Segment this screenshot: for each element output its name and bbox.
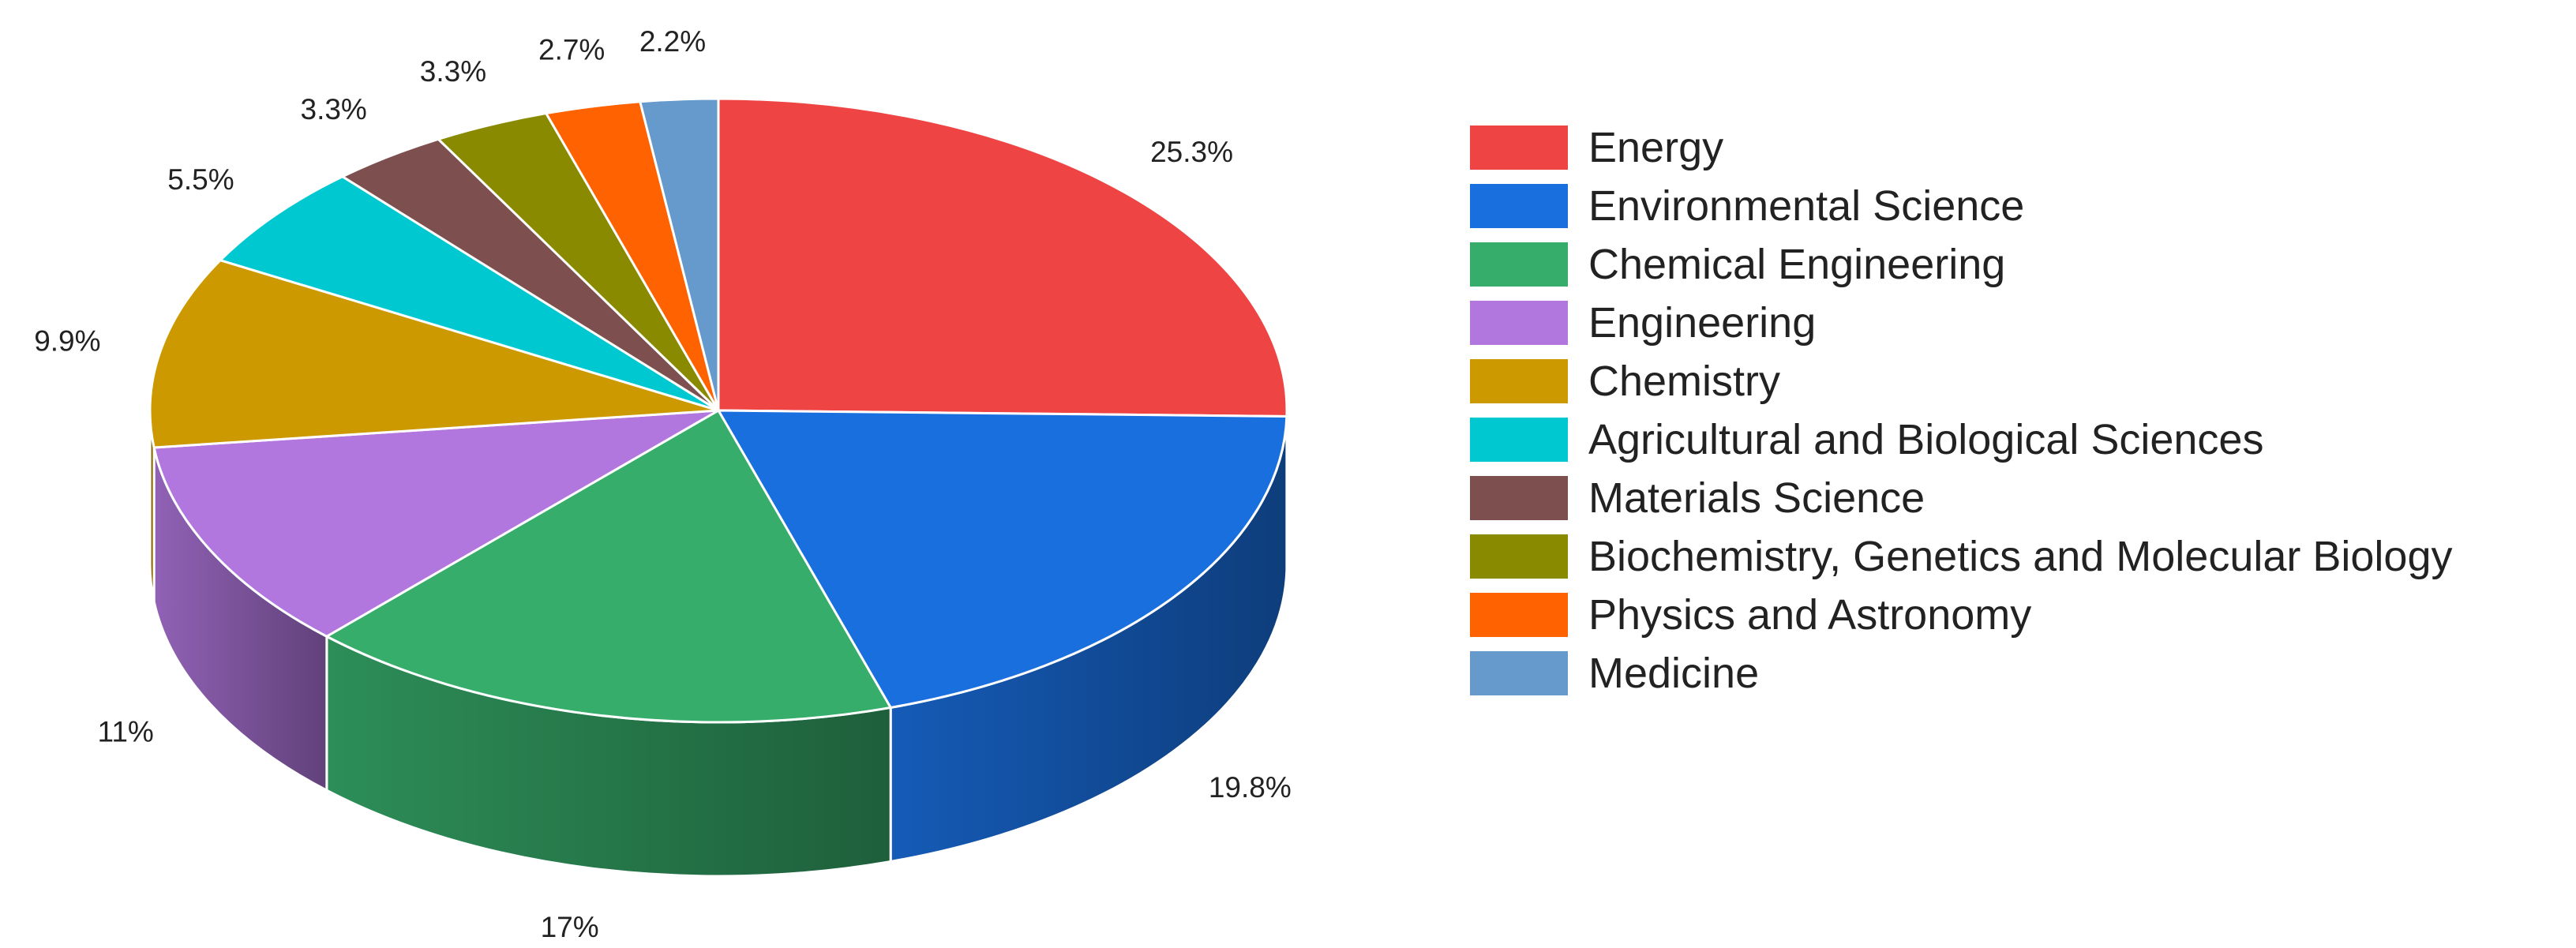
pie-slice-environmental-science [716,409,1288,710]
pie-slice-chemistry [148,259,719,449]
pie-slices [148,97,1288,724]
data-label-medicine: 2.2% [639,25,706,58]
data-label-physics-and-astronomy: 2.7% [538,34,605,66]
data-label-energy: 25.3% [1150,136,1233,168]
legend-label: Chemical Engineering [1588,241,2005,288]
legend-swatch [1470,593,1568,637]
legend-item-chemistry: Chemistry [1470,358,1780,405]
pie-slice-agricultural-and-biological-sciences [218,174,719,412]
legend-label: Engineering [1588,299,1816,347]
legend-label: Environmental Science [1588,182,2024,230]
legend-label: Physics and Astronomy [1588,591,2031,639]
legend-label: Energy [1588,124,1723,171]
pie-slice-energy [717,97,1288,418]
data-label-biochemistry-genetics-and-molecular-biology: 3.3% [420,55,486,88]
legend-swatch [1470,301,1568,345]
pie-slice-engineering [152,409,719,638]
legend-item-engineering: Engineering [1470,299,1816,347]
data-label-agricultural-and-biological-sciences: 5.5% [167,163,234,196]
legend-swatch [1470,418,1568,462]
legend-label: Chemistry [1588,358,1780,405]
legend-item-medicine: Medicine [1470,650,1759,697]
pie-slice-chemical-engineering [324,408,893,724]
legend-label: Medicine [1588,650,1759,697]
legend-swatch [1470,359,1568,403]
legend-item-energy: Energy [1470,124,1723,171]
data-label-chemistry: 9.9% [34,324,100,357]
data-label-materials-science: 3.3% [301,93,367,126]
legend-swatch [1470,126,1568,170]
legend-label: Agricultural and Biological Sciences [1588,416,2263,463]
legend-swatch [1470,184,1568,228]
data-label-engineering: 11% [98,716,154,748]
legend-label: Materials Science [1588,474,1925,522]
legend-item-environmental-science: Environmental Science [1470,182,2024,230]
data-labels: 25.3% 19.8% 17% 11% 9.9% 5.5% 3.3% 3.3% 2.7% 2.2% [34,25,1292,943]
legend-label: Biochemistry, Genetics and Molecular Bio… [1588,533,2452,580]
legend-swatch [1470,476,1568,520]
pie-slice-medicine [638,97,720,411]
legend-item-biochemistry-genetics-and-molecular-biology: Biochemistry, Genetics and Molecular Bio… [1470,533,2452,580]
legend-item-physics-and-astronomy: Physics and Astronomy [1470,591,2031,639]
data-label-environmental-science: 19.8% [1209,771,1292,804]
legend-swatch [1470,242,1568,287]
legend-swatch [1470,534,1568,579]
legend-item-materials-science: Materials Science [1470,474,1925,522]
legend-item-chemical-engineering: Chemical Engineering [1470,241,2005,288]
legend-swatch [1470,651,1568,695]
legend: Energy Environmental Science Chemical Engi… [1470,124,2452,697]
data-label-chemical-engineering: 17% [541,911,599,943]
legend-item-agricultural-and-biological-sciences: Agricultural and Biological Sciences [1470,416,2263,463]
